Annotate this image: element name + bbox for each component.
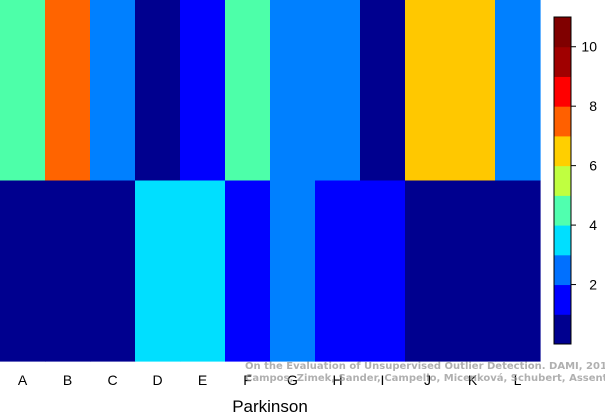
colorbar-frame bbox=[553, 16, 572, 345]
colorbar-segment bbox=[554, 17, 571, 48]
colorbar-segment bbox=[554, 314, 571, 345]
colorbar-segment bbox=[554, 46, 571, 77]
heatmap-cell bbox=[450, 180, 496, 362]
x-tick-label: K bbox=[468, 372, 478, 388]
x-tick-label: F bbox=[243, 372, 252, 388]
x-tick-label: L bbox=[514, 372, 522, 388]
citation-watermark: On the Evaluation of Unsupervised Outlie… bbox=[245, 361, 605, 385]
citation-line-1: On the Evaluation of Unsupervised Outlie… bbox=[245, 361, 605, 372]
colorbar-tick-label: 6 bbox=[589, 158, 597, 174]
heatmap-cell bbox=[225, 0, 271, 182]
colorbar-segment bbox=[554, 254, 571, 286]
heatmap-cell bbox=[180, 180, 226, 362]
heatmap-cells bbox=[0, 0, 541, 362]
colorbar-tick-labels: 2 4 6 8 10 bbox=[571, 39, 597, 293]
x-tick-label: D bbox=[152, 372, 162, 388]
heatmap-cell bbox=[90, 180, 136, 362]
colorbar-segment bbox=[554, 225, 571, 256]
colorbar-segment bbox=[554, 165, 571, 196]
heatmap-cell bbox=[495, 180, 541, 362]
heatmap-cell bbox=[270, 0, 316, 182]
heatmap-cell bbox=[270, 180, 316, 362]
x-tick-label: G bbox=[287, 372, 298, 388]
heatmap-cell bbox=[0, 180, 46, 362]
heatmap-cell bbox=[450, 0, 496, 182]
colorbar-segment bbox=[554, 195, 571, 226]
colorbar-tick-label: 4 bbox=[589, 217, 597, 233]
heatmap-cell bbox=[360, 0, 406, 182]
colorbar-segment bbox=[554, 284, 571, 315]
heatmap-cell bbox=[135, 0, 181, 182]
colorbar-segment bbox=[554, 106, 571, 137]
heatmap-cell bbox=[405, 0, 451, 182]
colorbar-segment bbox=[554, 76, 571, 107]
heatmap-cell bbox=[0, 0, 46, 182]
colorbar-tick-label: 2 bbox=[589, 277, 597, 293]
heatmap-cell bbox=[315, 180, 361, 362]
x-tick-label: I bbox=[381, 372, 385, 388]
citation-line-2: Campos, Zimek, Sander, Campello, Micenko… bbox=[245, 373, 605, 384]
colorbar-tick-label: 10 bbox=[581, 39, 597, 55]
heatmap-cell bbox=[360, 180, 406, 362]
heatmap-cell bbox=[90, 0, 136, 182]
colorbar-segment bbox=[554, 135, 571, 167]
x-tick-label: B bbox=[63, 372, 72, 388]
heatmap-cell bbox=[405, 180, 451, 362]
x-tick-label: J bbox=[424, 372, 431, 388]
x-tick-label: H bbox=[332, 372, 342, 388]
x-tick-label: A bbox=[18, 372, 28, 388]
heatmap-cell bbox=[180, 0, 226, 182]
heatmap-cell bbox=[495, 0, 541, 182]
heatmap-cell bbox=[45, 0, 91, 182]
x-tick-label: C bbox=[107, 372, 117, 388]
heatmap-cell bbox=[45, 180, 91, 362]
colorbar bbox=[553, 16, 572, 345]
x-tick-label: E bbox=[198, 372, 207, 388]
x-axis-title: Parkinson bbox=[232, 397, 308, 413]
heatmap-cell bbox=[225, 180, 271, 362]
heatmap-cell bbox=[315, 0, 361, 182]
colorbar-tick-label: 8 bbox=[589, 98, 597, 114]
heatmap-cell bbox=[135, 180, 181, 362]
x-axis-tick-labels: A B C D E F G H I J K L bbox=[18, 372, 522, 388]
